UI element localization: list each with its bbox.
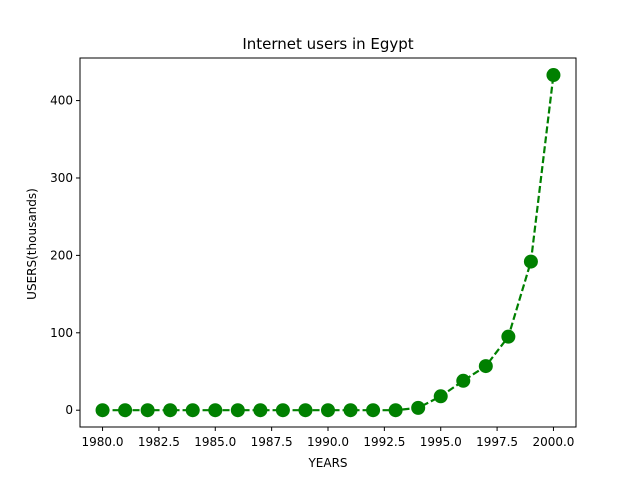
- data-point: [433, 389, 448, 404]
- x-tick-label: 1987.5: [251, 435, 293, 449]
- x-tick-label: 2000.0: [532, 435, 574, 449]
- data-point: [208, 403, 223, 418]
- data-point: [523, 254, 538, 269]
- x-tick-label: 1990.0: [307, 435, 349, 449]
- x-tick-label: 1992.5: [363, 435, 405, 449]
- y-tick-label: 400: [50, 94, 73, 108]
- data-point: [140, 403, 155, 418]
- x-axis-label: YEARS: [307, 456, 347, 470]
- x-tick-label: 1980.0: [82, 435, 124, 449]
- y-tick-label: 0: [65, 403, 73, 417]
- data-point: [253, 403, 268, 418]
- data-point: [298, 403, 313, 418]
- y-tick-label: 100: [50, 326, 73, 340]
- data-point: [411, 400, 426, 415]
- x-tick-label: 1982.5: [138, 435, 180, 449]
- plot-area: [95, 68, 561, 418]
- data-point: [546, 68, 561, 83]
- data-point: [118, 403, 133, 418]
- data-point: [185, 403, 200, 418]
- data-point: [163, 403, 178, 418]
- x-tick-label: 1995.0: [420, 435, 462, 449]
- y-tick-label: 200: [50, 248, 73, 262]
- data-point: [95, 403, 110, 418]
- data-point: [230, 403, 245, 418]
- data-point: [478, 359, 493, 374]
- y-tick-label: 300: [50, 171, 73, 185]
- data-point: [501, 329, 516, 344]
- x-tick-label: 1985.0: [194, 435, 236, 449]
- data-point: [275, 403, 290, 418]
- data-point: [321, 403, 335, 418]
- y-axis-label: USERS(thousands): [25, 188, 39, 300]
- data-point: [343, 403, 358, 418]
- plot-frame: [79, 57, 577, 428]
- data-point: [456, 373, 471, 388]
- data-point: [366, 403, 381, 418]
- y-axis-ticks: 0 100 200 300 400: [50, 94, 80, 417]
- data-point: [388, 403, 403, 418]
- chart-title: Internet users in Egypt: [242, 35, 413, 53]
- x-axis-ticks: 1980.0 1982.5 1985.0 1987.5 1990.0 1992.5 1995…: [82, 427, 574, 449]
- x-tick-label: 1997.5: [476, 435, 518, 449]
